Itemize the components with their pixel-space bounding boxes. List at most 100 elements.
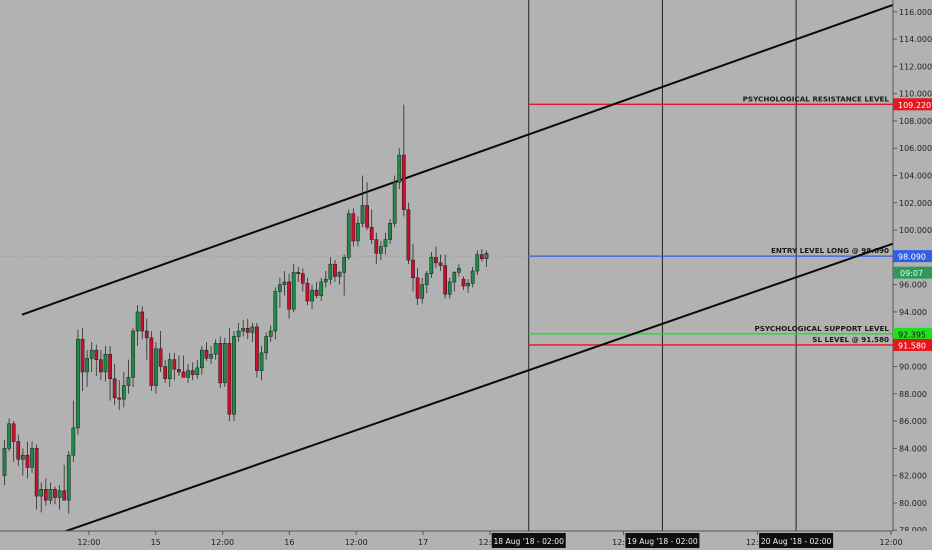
candle[interactable]: [287, 273, 291, 319]
candle[interactable]: [200, 346, 204, 375]
candle[interactable]: [443, 254, 447, 299]
candle[interactable]: [264, 332, 268, 360]
candle[interactable]: [392, 175, 397, 228]
candle[interactable]: [282, 271, 287, 296]
candle[interactable]: [438, 254, 443, 271]
candle[interactable]: [227, 328, 232, 422]
candle[interactable]: [447, 277, 452, 299]
candle[interactable]: [2, 440, 7, 486]
candle[interactable]: [420, 277, 425, 304]
candle[interactable]: [66, 451, 71, 514]
candle[interactable]: [121, 371, 126, 408]
candle[interactable]: [241, 320, 246, 337]
candle[interactable]: [140, 306, 145, 340]
date-marker-badge[interactable]: [759, 533, 834, 548]
candle[interactable]: [154, 341, 158, 394]
candle[interactable]: [259, 346, 264, 381]
candle[interactable]: [117, 380, 122, 411]
candle[interactable]: [301, 268, 305, 292]
candle[interactable]: [365, 182, 369, 231]
candle[interactable]: [411, 243, 415, 292]
candle[interactable]: [415, 268, 420, 306]
candle[interactable]: [85, 350, 89, 387]
candle[interactable]: [356, 216, 360, 247]
candle[interactable]: [222, 337, 227, 387]
candle[interactable]: [351, 208, 356, 247]
candle[interactable]: [383, 232, 388, 255]
candle[interactable]: [163, 359, 168, 383]
candle[interactable]: [39, 482, 44, 513]
candle[interactable]: [53, 486, 57, 505]
candle[interactable]: [314, 281, 319, 299]
candle[interactable]: [388, 219, 392, 244]
candle[interactable]: [296, 266, 301, 282]
candle[interactable]: [21, 448, 25, 476]
candle[interactable]: [190, 362, 195, 381]
candle[interactable]: [62, 464, 67, 501]
candle[interactable]: [457, 264, 461, 277]
price-axis[interactable]: 78.000 80.000 82.000 84.000 86.000 88.000 90.0…: [892, 0, 932, 550]
candle[interactable]: [34, 444, 39, 510]
candle[interactable]: [268, 325, 273, 342]
candle[interactable]: [167, 352, 172, 387]
candle[interactable]: [452, 271, 457, 292]
candle[interactable]: [466, 279, 470, 293]
candle[interactable]: [131, 328, 135, 387]
candle[interactable]: [204, 341, 209, 362]
candle[interactable]: [328, 257, 333, 285]
candle[interactable]: [291, 264, 296, 312]
candle[interactable]: [480, 249, 484, 262]
candle[interactable]: [126, 359, 131, 394]
candle[interactable]: [406, 202, 411, 265]
level-price-badge[interactable]: [893, 327, 932, 340]
channel-line[interactable]: [21, 2, 900, 316]
date-marker-badge[interactable]: [491, 533, 566, 548]
candle[interactable]: [470, 266, 475, 288]
candle[interactable]: [342, 254, 347, 296]
candle[interactable]: [158, 331, 163, 372]
candle[interactable]: [94, 344, 99, 377]
candle[interactable]: [209, 346, 213, 364]
candle[interactable]: [7, 418, 11, 452]
candle[interactable]: [144, 318, 149, 360]
candle[interactable]: [135, 305, 140, 347]
candle[interactable]: [429, 251, 434, 278]
candle[interactable]: [346, 209, 351, 261]
level-price-badge[interactable]: [893, 250, 932, 263]
candle[interactable]: [273, 287, 278, 340]
candle[interactable]: [80, 328, 85, 392]
candle[interactable]: [16, 434, 21, 467]
candle[interactable]: [149, 331, 154, 392]
candle[interactable]: [112, 363, 117, 405]
candle[interactable]: [379, 240, 383, 261]
candle[interactable]: [99, 350, 103, 381]
date-marker-badge[interactable]: [625, 533, 700, 548]
candle[interactable]: [461, 276, 466, 291]
candle[interactable]: [177, 355, 181, 377]
candle[interactable]: [484, 250, 489, 267]
candle[interactable]: [213, 339, 218, 360]
candle[interactable]: [30, 441, 34, 473]
candle[interactable]: [434, 246, 438, 269]
channel-line[interactable]: [53, 214, 932, 536]
candle[interactable]: [475, 250, 480, 276]
candle[interactable]: [48, 482, 53, 505]
candle[interactable]: [25, 441, 30, 479]
level-price-badge[interactable]: [893, 98, 932, 111]
candle[interactable]: [43, 478, 48, 506]
candle[interactable]: [360, 175, 365, 228]
candle[interactable]: [255, 322, 259, 378]
candle[interactable]: [319, 277, 324, 302]
time-axis[interactable]: 12:00 15 12:00 16 12:00 17 12:00 12:00 12:00 12:0…: [0, 530, 932, 550]
candle[interactable]: [108, 346, 112, 401]
candle[interactable]: [323, 271, 328, 288]
candle[interactable]: [103, 346, 108, 382]
candle[interactable]: [172, 352, 177, 381]
candle[interactable]: [76, 329, 80, 435]
candle[interactable]: [310, 284, 314, 310]
candle[interactable]: [71, 400, 76, 462]
level-price-badge[interactable]: [893, 338, 932, 351]
candle[interactable]: [57, 485, 62, 510]
candle[interactable]: [232, 331, 236, 422]
